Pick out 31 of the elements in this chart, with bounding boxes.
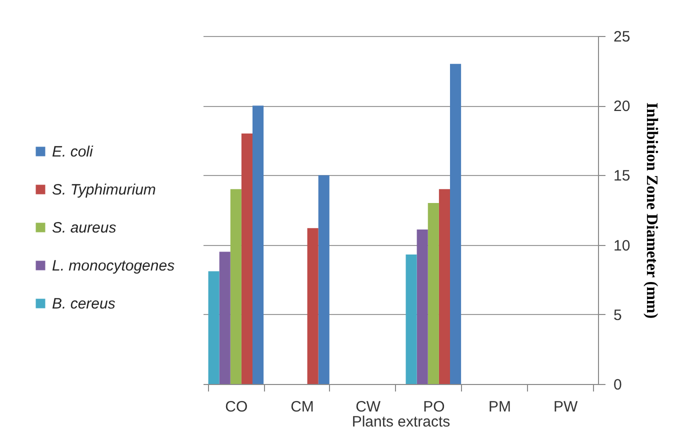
bar xyxy=(241,133,253,384)
y-tick-label: 0 xyxy=(614,376,622,394)
y-tick-label: 10 xyxy=(614,237,630,254)
x-tick-label: CO xyxy=(225,398,248,416)
bar xyxy=(230,189,242,384)
bar xyxy=(416,229,428,384)
bar xyxy=(428,203,439,384)
y-tick-label: 15 xyxy=(614,168,630,185)
bar xyxy=(450,64,462,384)
bar xyxy=(307,228,318,384)
y-axis-title: Inhibition Zone Diameter (mm) xyxy=(643,102,660,319)
bar xyxy=(252,106,264,384)
x-tick-label: PM xyxy=(488,398,511,416)
legend-label: S. aureus xyxy=(52,220,117,236)
bar xyxy=(406,254,417,384)
legend-label: E. coli xyxy=(52,144,94,160)
legend-label: B. cereus xyxy=(52,296,116,312)
x-tick-label: PW xyxy=(553,398,578,416)
legend-label: S. Typhimurium xyxy=(52,182,156,198)
legend-label: L. monocytogenes xyxy=(52,258,176,274)
y-tick-label: 20 xyxy=(614,98,630,116)
bar xyxy=(318,175,330,384)
x-tick-label: PO xyxy=(423,398,445,416)
bar xyxy=(438,189,450,384)
y-tick-label: 25 xyxy=(614,28,630,46)
x-tick-label: CW xyxy=(356,398,382,416)
bar xyxy=(219,252,230,384)
x-tick-label: CM xyxy=(290,398,314,416)
y-tick-label: 5 xyxy=(614,306,622,324)
x-axis-title: Plants extracts xyxy=(352,414,450,430)
bar xyxy=(208,271,220,384)
